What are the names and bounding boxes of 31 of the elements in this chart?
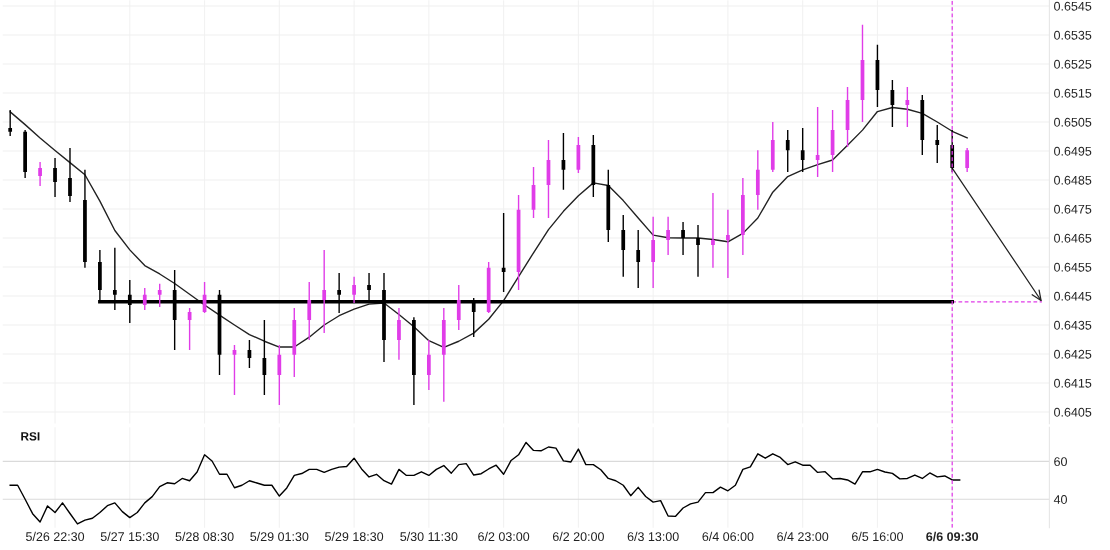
y-tick-label: 0.6505 [1054, 117, 1092, 127]
y-tick-label: 0.6515 [1054, 88, 1092, 98]
x-tick-label: 5/30 11:30 [400, 531, 458, 542]
y-tick-label: 0.6425 [1054, 349, 1092, 359]
y-tick-label: 0.6495 [1054, 146, 1092, 156]
y-tick-label: 0.6465 [1054, 233, 1092, 243]
y-tick-label: 0.6525 [1054, 59, 1092, 69]
chart-title: RSI [21, 432, 40, 441]
x-tick-label: 6/6 09:30 [926, 531, 979, 542]
x-tick-label: 6/2 20:00 [552, 531, 604, 542]
x-tick-label: 6/5 16:00 [852, 531, 904, 542]
y-tick-label: 0.6545 [1054, 1, 1092, 11]
y-tick-label: 0.6405 [1054, 407, 1092, 417]
x-tick-label: 5/27 15:30 [100, 531, 159, 542]
y-tick-label: 40 [1053, 495, 1067, 504]
y-tick-label: 0.6535 [1054, 30, 1092, 40]
y-tick-label: 0.6475 [1054, 204, 1092, 214]
y-tick-label: 60 [1054, 457, 1067, 467]
y-tick-label: 0.6445 [1054, 291, 1092, 301]
y-tick-label: 0.6455 [1054, 262, 1092, 272]
x-tick-label: 5/28 08:30 [175, 531, 234, 542]
x-tick-label: 6/3 13:00 [627, 531, 679, 542]
y-tick-label: 0.6435 [1054, 320, 1092, 330]
x-tick-label: 5/29 01:30 [250, 531, 309, 542]
x-tick-label: 5/26 22:30 [26, 531, 85, 542]
y-tick-label: 0.6415 [1054, 378, 1092, 388]
x-tick-label: 5/29 18:30 [325, 531, 384, 542]
x-tick-label: 6/4 06:00 [702, 531, 754, 542]
x-tick-label: 6/2 03:00 [478, 531, 530, 542]
y-tick-label: 0.6485 [1054, 175, 1092, 185]
x-tick-label: 6/4 23:00 [777, 531, 829, 542]
